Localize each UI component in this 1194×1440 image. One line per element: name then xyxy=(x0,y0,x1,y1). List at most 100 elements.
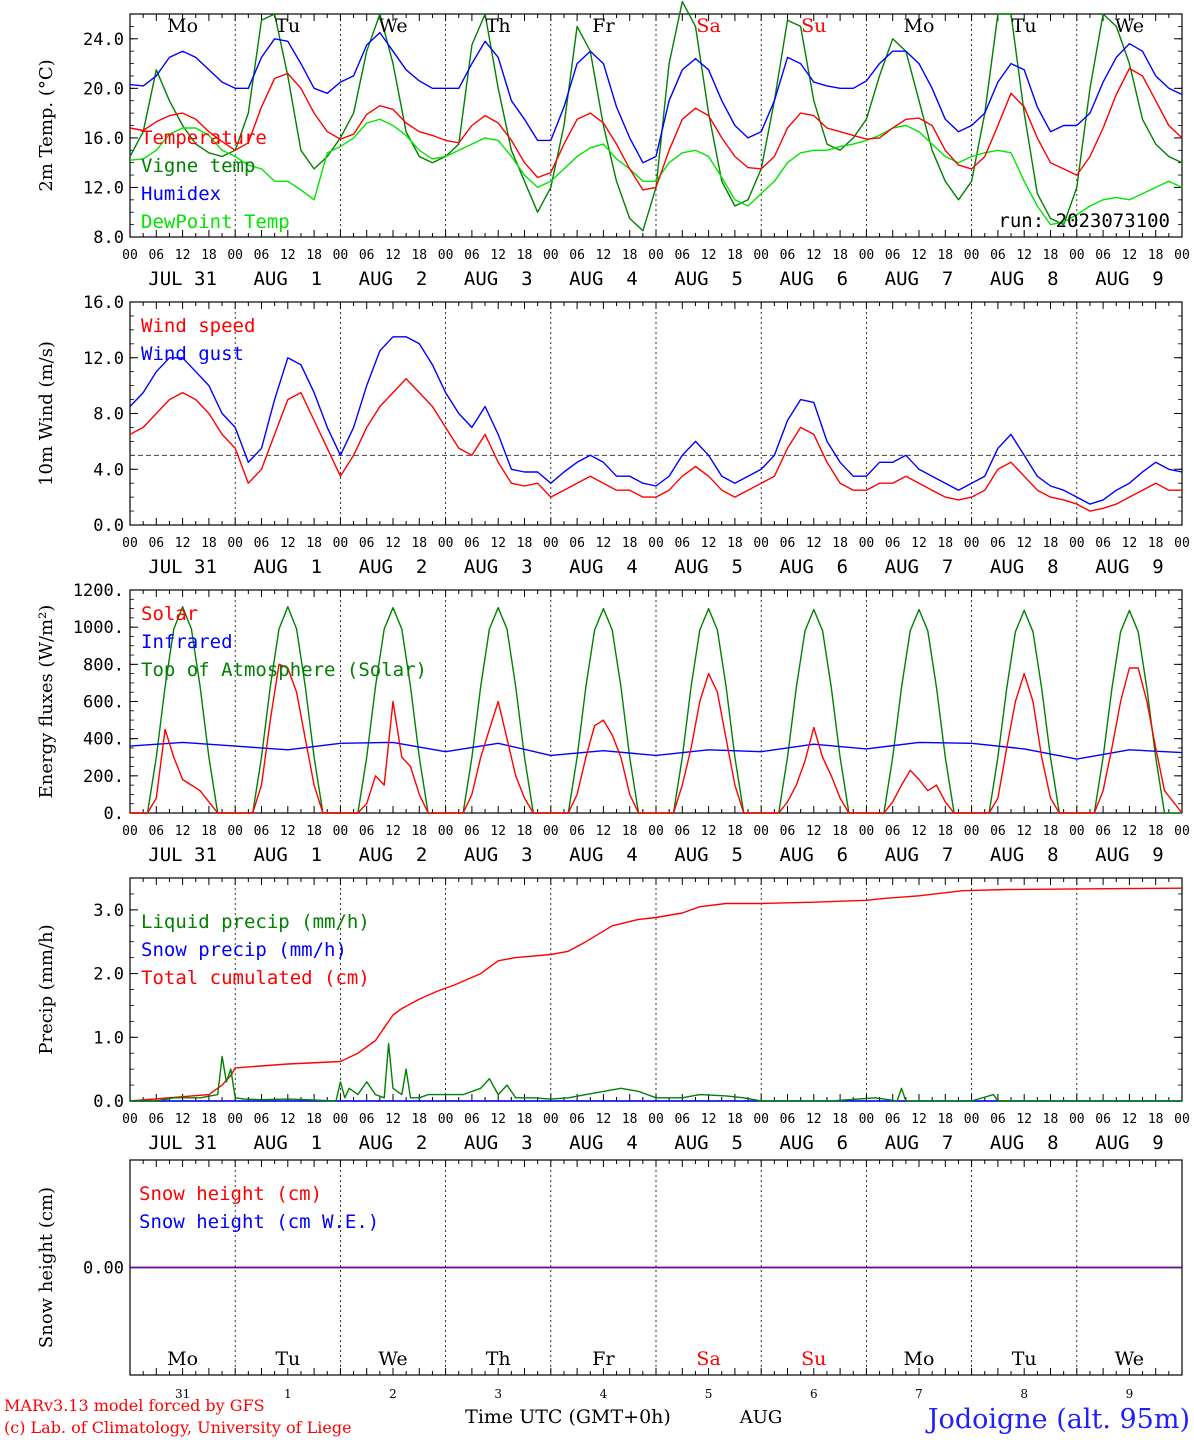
x-tick-label: 00 xyxy=(753,1112,769,1127)
x-tick-label: 12 xyxy=(1016,1112,1032,1127)
x-tick-label: 00 xyxy=(543,824,559,839)
x-tick-label: 06 xyxy=(780,248,796,263)
legend-entry: Temperature xyxy=(141,127,267,149)
weekday-label: Th xyxy=(486,1348,511,1370)
legend-entry: Snow height (cm W.E.) xyxy=(139,1211,379,1233)
x-tick-label: 00 xyxy=(333,248,349,263)
date-label: AUG 9 xyxy=(1095,556,1164,578)
x-tick-label: 00 xyxy=(859,536,875,551)
x-tick-label: 18 xyxy=(832,824,848,839)
x-tick-label: 12 xyxy=(806,248,822,263)
day-number: 7 xyxy=(915,1387,923,1401)
x-tick-label: 12 xyxy=(385,824,401,839)
weekday-label: Th xyxy=(486,15,511,37)
x-tick-label: 00 xyxy=(227,824,243,839)
x-tick-label: 12 xyxy=(385,248,401,263)
x-tick-label: 00 xyxy=(964,536,980,551)
day-number: 6 xyxy=(810,1387,818,1401)
y-tick-label: 8.0 xyxy=(93,228,124,248)
x-tick-label: 18 xyxy=(622,1112,638,1127)
series-line-3 xyxy=(130,606,1182,814)
x-tick-label: 06 xyxy=(885,824,901,839)
weekday-label: Su xyxy=(801,1348,826,1370)
y-tick-label: 1000. xyxy=(73,618,124,638)
y-axis-label: Energy fluxes (W/m²) xyxy=(36,605,57,799)
x-tick-label: 18 xyxy=(201,824,217,839)
y-tick-label: 800. xyxy=(83,655,124,675)
x-tick-label: 12 xyxy=(490,824,506,839)
date-label: AUG 4 xyxy=(569,1132,638,1154)
date-label: AUG 4 xyxy=(569,844,638,866)
x-tick-label: 12 xyxy=(701,824,717,839)
date-label: AUG 5 xyxy=(674,1132,743,1154)
weekday-label: Mo xyxy=(167,15,198,37)
x-tick-label: 00 xyxy=(122,824,138,839)
x-tick-label: 00 xyxy=(1069,824,1085,839)
x-tick-label: 00 xyxy=(122,536,138,551)
x-tick-label: 06 xyxy=(464,824,480,839)
x-tick-label: 06 xyxy=(254,536,270,551)
x-tick-label: 12 xyxy=(1016,248,1032,263)
x-tick-label: 18 xyxy=(517,824,533,839)
x-tick-label: 00 xyxy=(964,824,980,839)
x-tick-label: 12 xyxy=(806,1112,822,1127)
x-tick-label: 00 xyxy=(543,536,559,551)
x-tick-label: 12 xyxy=(911,248,927,263)
x-tick-label: 18 xyxy=(517,536,533,551)
x-tick-label: 12 xyxy=(175,536,191,551)
weekday-label: We xyxy=(1115,1348,1144,1370)
day-number: 5 xyxy=(705,1387,713,1401)
x-tick-label: 12 xyxy=(596,824,612,839)
legend-entry: Liquid precip (mm/h) xyxy=(141,911,370,933)
date-label: AUG 3 xyxy=(464,556,533,578)
weekday-label: Mo xyxy=(904,15,935,37)
day-number: 2 xyxy=(389,1387,397,1401)
x-tick-label: 06 xyxy=(1095,1112,1111,1127)
date-label: AUG 5 xyxy=(674,268,743,290)
x-tick-label: 06 xyxy=(569,824,585,839)
panel-1: 8.0 12.0 16.0 20.0 24.0 2m Temp. (°C) Temperat… xyxy=(36,0,1190,290)
panel-5: 0.00 Snow height (cm) Snow height (cm) Snow… xyxy=(36,1159,1183,1376)
weekday-label: Fr xyxy=(592,1348,615,1370)
x-tick-label: 06 xyxy=(254,1112,270,1127)
x-tick-label: 18 xyxy=(201,1112,217,1127)
date-label: JUL 31 xyxy=(148,556,217,578)
x-tick-label: 00 xyxy=(227,536,243,551)
legend-entry: Humidex xyxy=(141,183,221,205)
y-axis-label: 10m Wind (m/s) xyxy=(36,341,57,486)
y-tick-label: 0. xyxy=(104,804,124,824)
x-tick-label: 12 xyxy=(280,1112,296,1127)
date-label: JUL 31 xyxy=(148,1132,217,1154)
run-annotation: run: 2023073100 xyxy=(998,210,1170,232)
date-label: AUG 4 xyxy=(569,268,638,290)
x-tick-label: 00 xyxy=(753,248,769,263)
x-tick-label: 18 xyxy=(727,1112,743,1127)
weekday-label: Mo xyxy=(167,1348,198,1370)
x-tick-label: 18 xyxy=(517,248,533,263)
x-tick-label: 18 xyxy=(1043,824,1059,839)
x-tick-label: 12 xyxy=(490,1112,506,1127)
x-tick-label: 06 xyxy=(148,248,164,263)
x-tick-label: 00 xyxy=(543,1112,559,1127)
weekday-label: Su xyxy=(801,15,826,37)
date-label: AUG 8 xyxy=(990,556,1059,578)
day-number: 3 xyxy=(494,1387,502,1401)
x-tick-label: 12 xyxy=(806,536,822,551)
x-tick-label: 00 xyxy=(438,1112,454,1127)
y-tick-label: 2.0 xyxy=(93,965,124,985)
x-tick-label: 18 xyxy=(727,536,743,551)
date-label: JUL 31 xyxy=(148,268,217,290)
x-axis-label: Time UTC (GMT+0h) xyxy=(465,1406,671,1428)
x-tick-label: 00 xyxy=(859,248,875,263)
panel-4: 0.0 1.0 2.0 3.0 Precip (mm/h) Liquid precip (… xyxy=(36,877,1190,1154)
legend-entry: Infrared xyxy=(141,631,233,653)
x-tick-label: 18 xyxy=(832,248,848,263)
date-label: AUG 2 xyxy=(359,556,428,578)
x-tick-label: 00 xyxy=(648,536,664,551)
x-tick-label: 12 xyxy=(280,824,296,839)
x-tick-label: 18 xyxy=(832,1112,848,1127)
date-label: AUG 1 xyxy=(253,844,322,866)
x-tick-label: 18 xyxy=(622,824,638,839)
x-tick-label: 06 xyxy=(885,1112,901,1127)
